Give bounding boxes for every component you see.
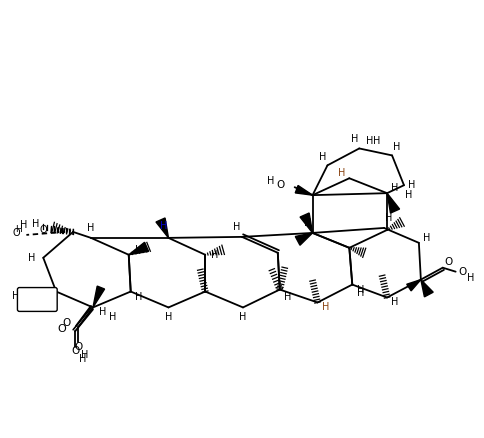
Text: H: H — [233, 222, 240, 232]
Text: O: O — [57, 324, 66, 334]
Text: H: H — [12, 290, 19, 300]
Text: H: H — [165, 312, 172, 322]
Text: H: H — [43, 294, 50, 304]
FancyBboxPatch shape — [17, 288, 57, 311]
Text: O: O — [63, 318, 71, 328]
Text: H: H — [405, 190, 412, 200]
Text: H: H — [284, 293, 291, 303]
Polygon shape — [156, 218, 168, 238]
Text: H: H — [267, 176, 274, 186]
Text: H: H — [28, 253, 35, 263]
Text: O: O — [457, 267, 466, 277]
Text: H: H — [373, 135, 380, 145]
Polygon shape — [128, 242, 148, 255]
Text: H: H — [20, 220, 27, 230]
Text: O: O — [39, 225, 47, 235]
Text: H: H — [211, 250, 218, 260]
Text: O: O — [276, 180, 284, 190]
Polygon shape — [406, 279, 420, 291]
Polygon shape — [420, 279, 432, 297]
Polygon shape — [93, 286, 105, 307]
Text: H: H — [356, 285, 363, 294]
Text: H: H — [350, 134, 357, 144]
Text: H: H — [79, 354, 87, 364]
Text: H: H — [81, 350, 89, 360]
Text: H: H — [99, 307, 106, 318]
Text: H: H — [303, 218, 311, 228]
Polygon shape — [295, 185, 312, 195]
Text: H: H — [321, 302, 329, 312]
Text: H: H — [135, 245, 142, 255]
Text: H: H — [239, 312, 246, 322]
Text: O: O — [74, 342, 82, 352]
Text: H: H — [31, 219, 39, 229]
Text: H: H — [318, 152, 326, 162]
Text: H: H — [337, 168, 344, 178]
Text: H: H — [160, 221, 167, 231]
Text: H: H — [393, 142, 400, 152]
Text: H: H — [466, 272, 473, 283]
Text: H: H — [408, 180, 415, 190]
Polygon shape — [295, 233, 312, 245]
Text: H: H — [391, 183, 398, 193]
Text: Ab: Ab — [30, 294, 44, 304]
Polygon shape — [300, 213, 312, 233]
Text: H: H — [422, 233, 430, 243]
Text: H: H — [109, 312, 116, 322]
Text: O: O — [13, 228, 20, 238]
Text: H: H — [356, 287, 363, 297]
Text: H: H — [15, 226, 21, 234]
Text: O: O — [444, 257, 452, 267]
Text: H: H — [391, 297, 398, 307]
Text: H: H — [87, 223, 94, 233]
Text: O: O — [71, 346, 79, 356]
Text: H: H — [365, 135, 372, 145]
Text: H: H — [385, 213, 392, 223]
Text: H: H — [135, 292, 142, 301]
Polygon shape — [386, 193, 399, 213]
